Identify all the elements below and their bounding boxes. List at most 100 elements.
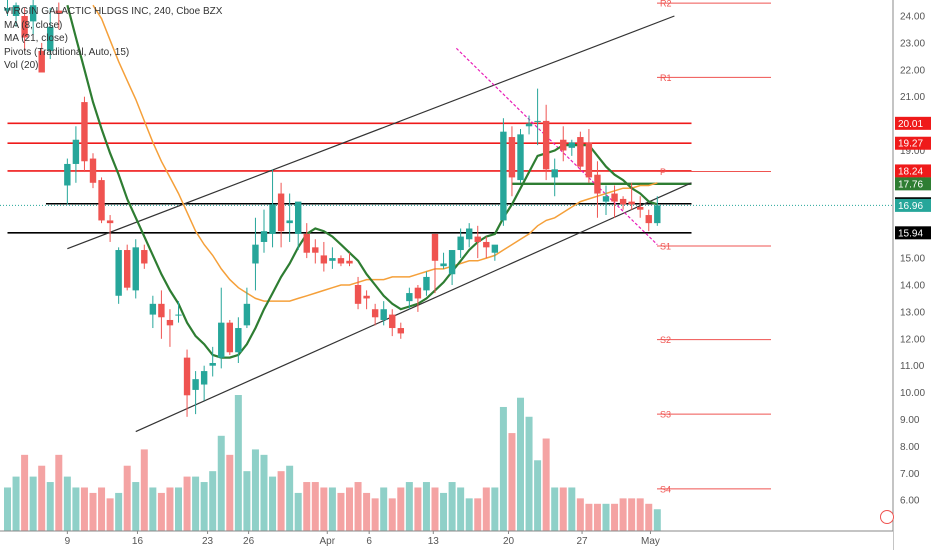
- candle-body: [577, 137, 584, 167]
- candle-body: [568, 142, 575, 148]
- volume-bar: [234, 395, 242, 531]
- y-tick-label: 6.00: [900, 496, 920, 507]
- trend-line: [67, 15, 675, 250]
- candle-body: [29, 5, 37, 22]
- volume-bar: [525, 416, 533, 531]
- volume-bar: [200, 482, 208, 531]
- candle-body: [158, 303, 165, 318]
- volume-bar: [414, 487, 422, 531]
- volume-bar: [89, 492, 97, 531]
- volume-bar: [645, 503, 653, 531]
- pivot-label: S2: [660, 335, 671, 345]
- volume-bar: [465, 498, 473, 531]
- candle-body: [448, 250, 456, 275]
- candle-body: [371, 309, 379, 318]
- volume-bar: [576, 498, 584, 531]
- y-tick-label: 21.00: [900, 92, 925, 103]
- x-tick-label: 27: [576, 536, 588, 547]
- price-label: 15.94: [898, 228, 923, 239]
- volume-bar: [140, 449, 148, 531]
- volume-bar: [132, 482, 140, 531]
- candle-body: [98, 180, 105, 221]
- volume-bar: [551, 487, 559, 531]
- candle-body: [200, 371, 208, 385]
- y-tick-label: 11.00: [900, 361, 925, 372]
- volume-bar: [482, 487, 490, 531]
- candle-body: [252, 244, 259, 264]
- volume-bar: [166, 487, 174, 531]
- price-label-bg: [895, 136, 931, 150]
- volume-bar: [12, 476, 20, 531]
- volume-bar: [98, 487, 106, 531]
- volume-bar: [534, 460, 542, 531]
- volume-bar: [260, 454, 268, 531]
- volume-bar: [354, 482, 362, 531]
- volume-bar: [80, 487, 88, 531]
- x-tick-label: Apr: [319, 536, 335, 547]
- volume-bar: [55, 454, 63, 531]
- candle-body: [491, 244, 499, 253]
- price-label: 19.27: [898, 139, 923, 150]
- candle-body: [243, 303, 251, 326]
- volume-bar: [320, 487, 328, 531]
- ma21-legend: MA (21, close): [4, 33, 68, 44]
- volume-bar: [422, 482, 430, 531]
- candle-body: [106, 220, 114, 224]
- x-tick-label: 20: [503, 536, 515, 547]
- volume-bar: [115, 492, 123, 531]
- candle-body: [81, 102, 88, 162]
- candle-body: [534, 120, 541, 122]
- volume-bar: [251, 449, 259, 531]
- ma21-line: [92, 4, 658, 302]
- pivot-label: S4: [660, 484, 671, 494]
- scale-mode-icon: [880, 510, 894, 524]
- candle-body: [218, 322, 225, 358]
- volume-bar: [585, 503, 593, 531]
- candle-body: [38, 50, 45, 73]
- volume-bar: [328, 487, 336, 531]
- candle-body: [183, 357, 191, 396]
- candle-body: [4, 7, 11, 11]
- y-tick-label: 15.00: [900, 254, 925, 265]
- candle-body: [602, 196, 610, 202]
- candle-body: [115, 250, 122, 296]
- price-label-bg: [895, 226, 931, 240]
- candle-body: [260, 231, 268, 242]
- candle-body: [457, 236, 464, 251]
- volume-bar: [457, 487, 465, 531]
- volume-bar: [106, 498, 114, 531]
- candle-body: [611, 193, 618, 202]
- candle-body: [542, 120, 550, 170]
- volume-bar: [149, 487, 157, 531]
- candle-body: [560, 139, 567, 151]
- pivot-label: S1: [660, 241, 671, 251]
- price-label: 20.01: [898, 119, 923, 130]
- volume-bar: [405, 482, 413, 531]
- volume-bar: [269, 476, 277, 531]
- candle-body: [192, 379, 199, 390]
- pivot-label: R2: [660, 0, 672, 9]
- candle-body: [329, 258, 336, 261]
- candle-body: [277, 193, 285, 232]
- x-tick-label: May: [641, 536, 660, 547]
- y-tick-label: 10.00: [900, 388, 925, 399]
- volume-bar: [568, 487, 576, 531]
- y-tick-label: 24.00: [900, 12, 925, 23]
- candle-body: [508, 137, 516, 178]
- price-label-bg: [895, 164, 931, 178]
- volume-bar: [653, 509, 661, 531]
- candle-body: [303, 233, 310, 253]
- volume-bar: [380, 487, 388, 531]
- candle-body: [389, 314, 396, 329]
- volume-bar: [183, 476, 191, 531]
- volume-bar: [4, 487, 11, 531]
- volume-bar: [397, 487, 405, 531]
- price-label: 18.24: [898, 166, 923, 177]
- x-tick-label: 13: [428, 536, 440, 547]
- candle-body: [55, 10, 62, 14]
- candle-body: [226, 322, 233, 353]
- x-tick-label: 6: [366, 536, 372, 547]
- volume-bar: [217, 435, 225, 531]
- candle-body: [354, 285, 362, 304]
